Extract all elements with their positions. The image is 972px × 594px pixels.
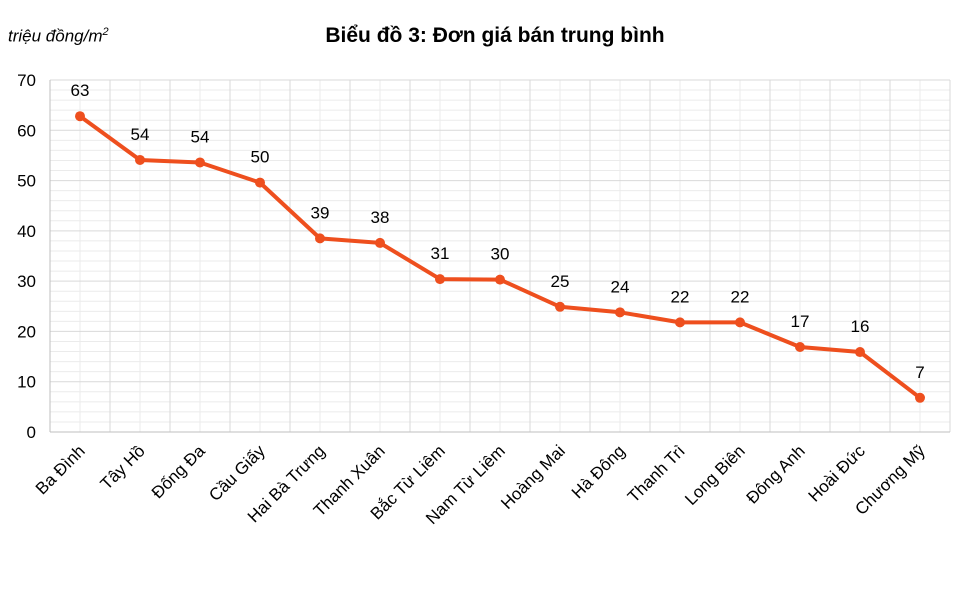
data-point-marker	[795, 342, 805, 353]
y-tick-label: 60	[17, 121, 36, 140]
series-markers	[75, 111, 925, 403]
data-point-marker	[495, 274, 505, 285]
x-category-label: Long Biên	[681, 441, 749, 509]
data-point-label: 7	[915, 363, 924, 382]
data-point-label: 50	[251, 148, 270, 167]
unit-superscript: 2	[102, 26, 109, 38]
data-point-label: 38	[371, 208, 390, 227]
y-tick-labels: 0 10 20 30 40 50 60 70	[17, 71, 36, 442]
data-point-marker	[675, 317, 685, 328]
x-category-label: Cầu Giấy	[205, 441, 269, 505]
data-point-marker	[735, 317, 745, 328]
y-tick-label: 0	[27, 423, 36, 442]
data-point-marker	[75, 111, 85, 122]
data-point-marker	[615, 307, 625, 318]
data-point-label: 54	[191, 127, 210, 146]
data-point-marker	[195, 157, 205, 168]
data-labels: 63 54 54 50 39 38 31 30 25 24 22 22 17 16 7	[71, 81, 925, 382]
y-axis-unit-label: triệu đồng/m2	[8, 26, 109, 47]
axes	[49, 80, 950, 433]
data-point-label: 17	[791, 312, 810, 331]
x-category-label: Hoàng Mai	[497, 441, 569, 513]
data-point-label: 16	[851, 317, 870, 336]
data-point-label: 39	[311, 203, 330, 222]
unit-text: triệu đồng/m	[8, 26, 103, 46]
data-point-label: 30	[491, 245, 510, 264]
data-point-label: 31	[431, 244, 450, 263]
grid-lines	[50, 79, 951, 433]
data-point-marker	[435, 274, 445, 285]
chart-title: Biểu đồ 3: Đơn giá bán trung bình	[325, 24, 665, 47]
data-point-label: 54	[131, 125, 150, 144]
x-category-label: Ba Đình	[32, 441, 89, 498]
data-point-marker	[555, 301, 565, 312]
data-point-label: 22	[731, 287, 750, 306]
data-point-marker	[855, 347, 865, 358]
data-point-marker	[375, 237, 385, 248]
y-tick-label: 40	[17, 222, 36, 241]
data-point-label: 22	[671, 287, 690, 306]
y-tick-label: 20	[17, 322, 36, 341]
y-tick-label: 50	[17, 172, 36, 191]
x-category-label: Tây Hồ	[97, 441, 149, 493]
y-tick-label: 30	[17, 272, 36, 291]
data-point-marker	[135, 154, 145, 165]
data-point-marker	[315, 233, 325, 244]
data-point-label: 63	[71, 81, 90, 100]
y-tick-label: 10	[17, 373, 36, 392]
y-tick-label: 70	[17, 71, 36, 90]
x-category-label: Thanh Trì	[624, 441, 689, 506]
data-point-marker	[255, 177, 265, 188]
x-category-label: Đông Anh	[743, 441, 809, 507]
data-point-label: 25	[551, 272, 570, 291]
x-category-label: Đống Đa	[148, 441, 209, 502]
x-category-label: Hà Đông	[568, 441, 629, 502]
data-point-marker	[915, 392, 925, 403]
data-point-label: 24	[611, 277, 630, 296]
